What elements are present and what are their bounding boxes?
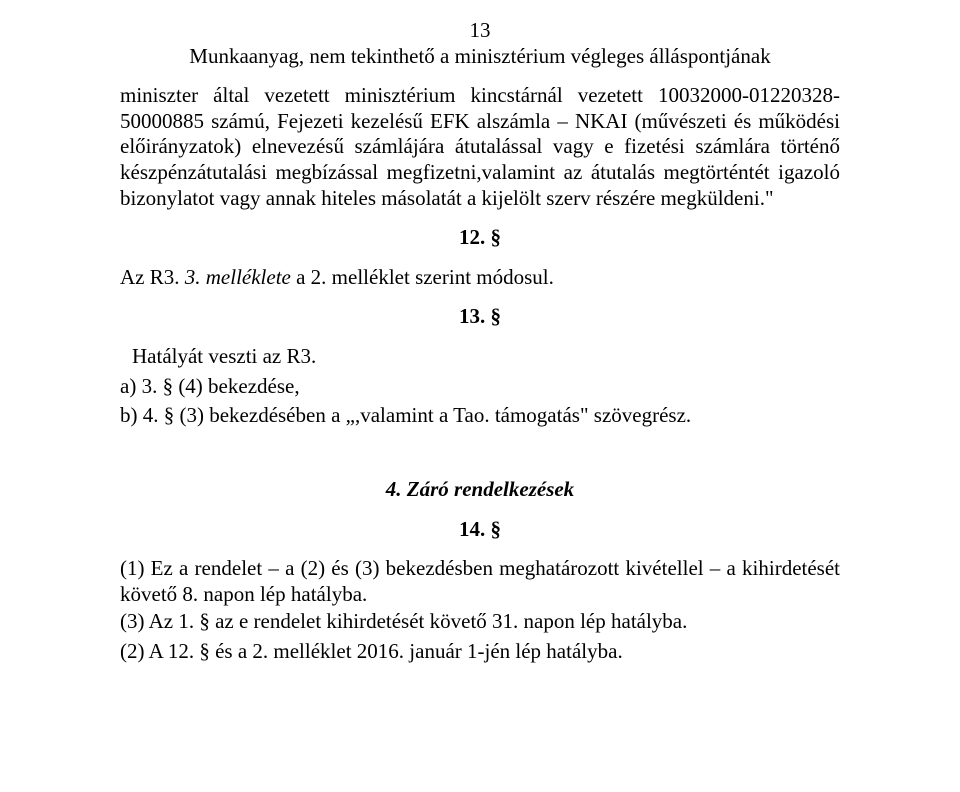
r3-modification-line: Az R3. 3. melléklete a 2. melléklet szer… (120, 265, 840, 291)
para-14-3: (3) Az 1. § az e rendelet kihirdetését k… (120, 609, 840, 635)
r3-prefix: Az R3. (120, 265, 185, 289)
list-item-b: b) 4. § (3) bekezdésében a „,valamint a … (120, 403, 840, 429)
para-14-2: (2) A 12. § és a 2. melléklet 2016. janu… (120, 639, 840, 665)
preamble-text: Munkaanyag, nem tekinthető a minisztériu… (120, 44, 840, 70)
section-13-heading: 13. § (120, 304, 840, 330)
closing-provisions-heading: 4. Záró rendelkezések (120, 477, 840, 503)
document-page: 13 Munkaanyag, nem tekinthető a miniszté… (0, 0, 960, 699)
r3-suffix: a 2. melléklet szerint módosul. (291, 265, 554, 289)
section-14-heading: 14. § (120, 517, 840, 543)
list-item-a: a) 3. § (4) bekezdése, (120, 374, 840, 400)
main-paragraph: miniszter által vezetett minisztérium ki… (120, 83, 840, 211)
page-number: 13 (120, 18, 840, 44)
hatalyat-line: Hatályát veszti az R3. (132, 344, 840, 370)
section-12-heading: 12. § (120, 225, 840, 251)
para-14-1: (1) Ez a rendelet – a (2) és (3) bekezdé… (120, 556, 840, 607)
r3-italic-ref: 3. melléklete (185, 265, 291, 289)
